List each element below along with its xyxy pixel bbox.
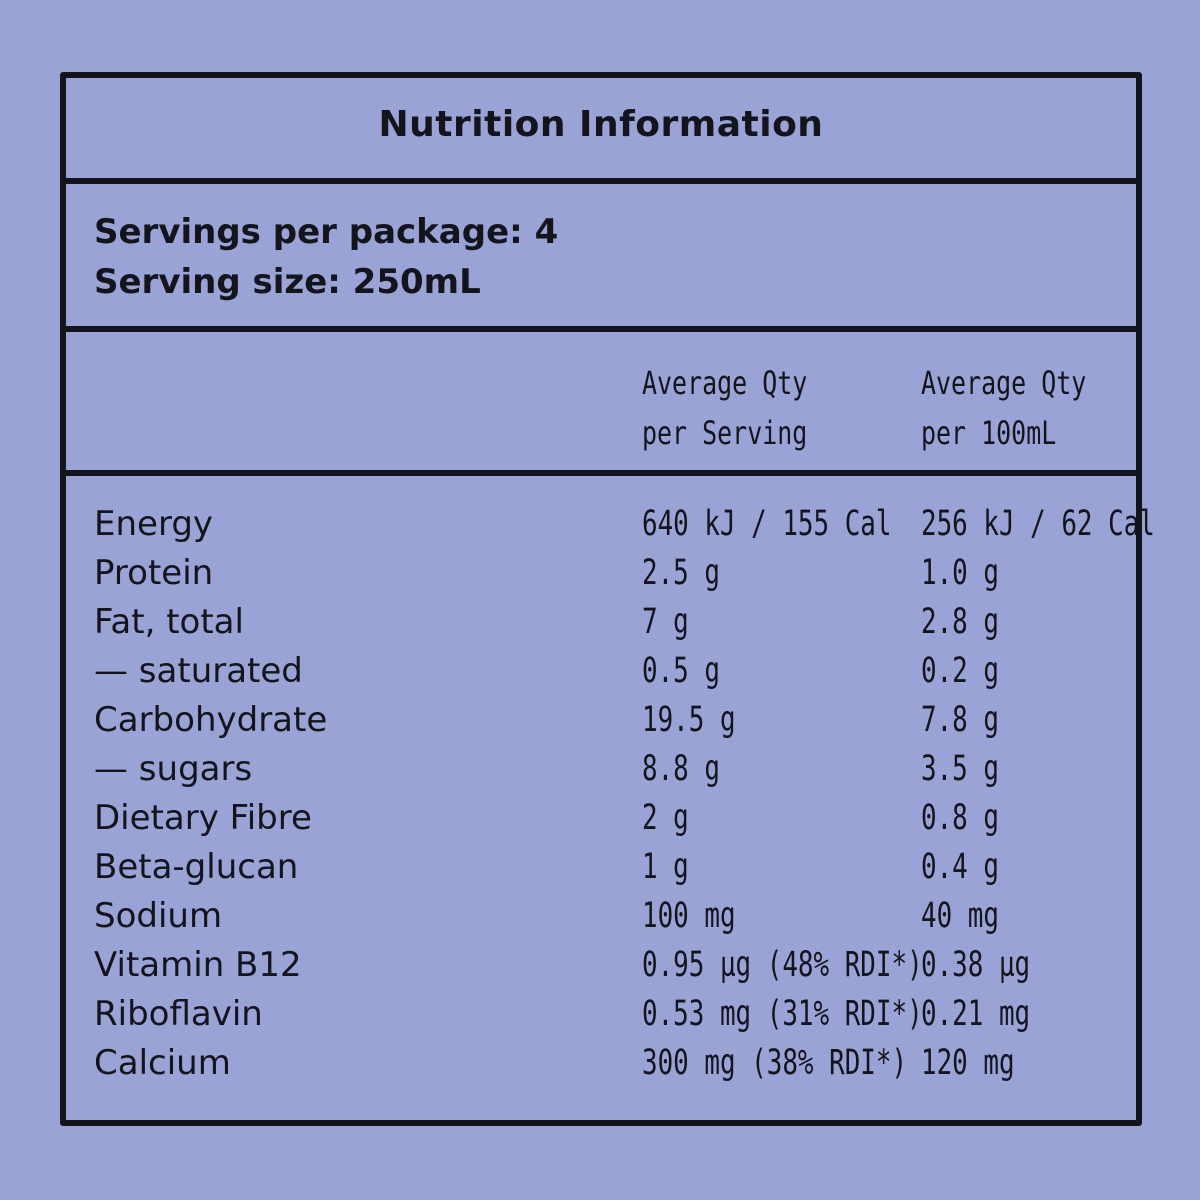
per-serving-value: 100 mg: [642, 896, 736, 936]
per-100ml-value: 7.8 g: [921, 700, 999, 740]
column-header-per-serving-line2: per Serving: [642, 414, 808, 452]
nutrient-name: Fat, total: [94, 602, 244, 642]
servings-per-package: Servings per package: 4: [94, 212, 559, 252]
table-row: Fat, total 7 g 2.8 g: [66, 598, 1136, 647]
per-100ml-value: 256 kJ / 62 Cal: [921, 504, 1155, 544]
nutrient-name: Energy: [94, 504, 214, 544]
table-row: Beta-glucan 1 g 0.4 g: [66, 843, 1136, 892]
per-serving-value: 0.53 mg (31% RDI*): [642, 994, 923, 1034]
nutrient-name: — saturated: [94, 651, 303, 691]
per-serving-value: 19.5 g: [642, 700, 736, 740]
per-serving-value: 0.5 g: [642, 651, 720, 691]
per-100ml-value: 0.8 g: [921, 798, 999, 838]
per-100ml-value: 1.0 g: [921, 553, 999, 593]
column-header-per-serving-line1: Average Qty: [642, 364, 808, 402]
table-row: Sodium 100 mg 40 mg: [66, 892, 1136, 941]
divider-serving: [66, 326, 1136, 332]
table-row: Protein 2.5 g 1.0 g: [66, 549, 1136, 598]
table-row: Carbohydrate 19.5 g 7.8 g: [66, 696, 1136, 745]
table-row: — sugars 8.8 g 3.5 g: [66, 745, 1136, 794]
per-100ml-value: 0.4 g: [921, 847, 999, 887]
per-100ml-value: 0.38 µg: [921, 945, 1031, 985]
nutrient-name: Vitamin B12: [94, 945, 302, 985]
per-100ml-value: 120 mg: [921, 1043, 1015, 1083]
per-100ml-value: 0.21 mg: [921, 994, 1031, 1034]
serving-size: Serving size: 250mL: [94, 262, 481, 302]
divider-header: [66, 470, 1136, 476]
nutrition-panel: Nutrition Information Servings per packa…: [60, 72, 1155, 1126]
table-row: Calcium 300 mg (38% RDI*) 120 mg: [66, 1039, 1136, 1088]
per-serving-value: 640 kJ / 155 Cal: [642, 504, 892, 544]
per-serving-value: 2 g: [642, 798, 689, 838]
nutrient-name: Beta-glucan: [94, 847, 299, 887]
nutrient-name: Calcium: [94, 1043, 231, 1083]
column-header-per-serving: Average Qty per Serving: [642, 358, 807, 458]
nutrient-name: Riboflavin: [94, 994, 263, 1034]
nutrient-name: Dietary Fibre: [94, 798, 312, 838]
per-100ml-value: 3.5 g: [921, 749, 999, 789]
column-header-per-100ml-line1: Average Qty: [921, 364, 1087, 402]
table-row: Riboflavin 0.53 mg (31% RDI*) 0.21 mg: [66, 990, 1136, 1039]
per-serving-value: 0.95 µg (48% RDI*): [642, 945, 923, 985]
table-row: Vitamin B12 0.95 µg (48% RDI*) 0.38 µg: [66, 941, 1136, 990]
nutrient-name: Sodium: [94, 896, 223, 936]
per-100ml-value: 0.2 g: [921, 651, 999, 691]
table-row: Dietary Fibre 2 g 0.8 g: [66, 794, 1136, 843]
per-100ml-value: 40 mg: [921, 896, 999, 936]
table-row: Energy 640 kJ / 155 Cal 256 kJ / 62 Cal: [66, 500, 1155, 549]
column-header-per-100ml-line2: per 100mL: [921, 414, 1057, 452]
column-header-per-100ml: Average Qty per 100mL: [921, 358, 1086, 458]
divider-title: [66, 178, 1136, 184]
per-serving-value: 2.5 g: [642, 553, 720, 593]
per-serving-value: 8.8 g: [642, 749, 720, 789]
nutrient-name: Protein: [94, 553, 214, 593]
per-serving-value: 1 g: [642, 847, 689, 887]
per-100ml-value: 2.8 g: [921, 602, 999, 642]
table-row: — saturated 0.5 g 0.2 g: [66, 647, 1136, 696]
panel-title: Nutrition Information: [378, 104, 824, 145]
per-serving-value: 300 mg (38% RDI*): [642, 1043, 908, 1083]
per-serving-value: 7 g: [642, 602, 689, 642]
nutrient-name: Carbohydrate: [94, 700, 328, 740]
nutrient-name: — sugars: [94, 749, 253, 789]
